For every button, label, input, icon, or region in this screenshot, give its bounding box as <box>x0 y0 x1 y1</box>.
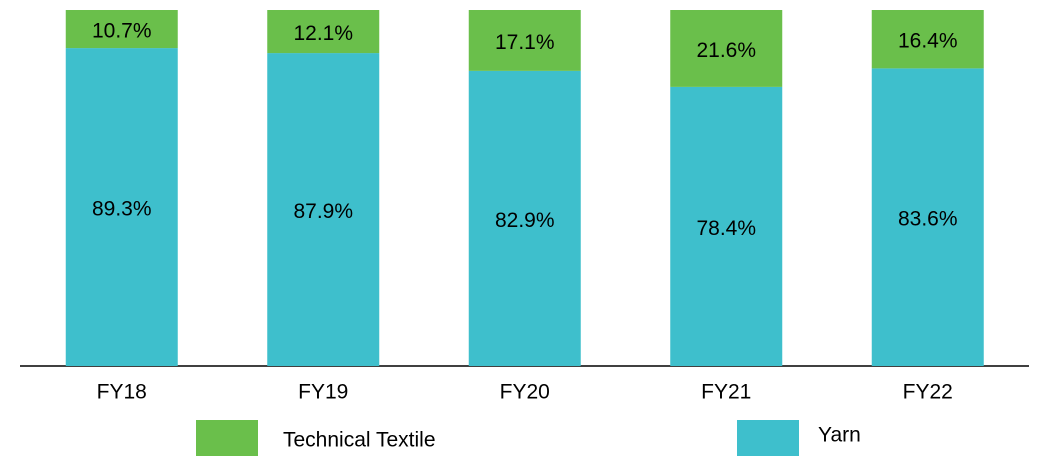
bar-segment <box>267 10 380 54</box>
data-label: 83.6% <box>898 208 958 231</box>
data-label: 78.4% <box>696 217 756 240</box>
bar-segment <box>871 68 984 366</box>
x-tick-label: FY22 <box>903 381 953 404</box>
legend-label: Technical Textile <box>283 429 436 452</box>
data-label: 10.7% <box>92 20 152 43</box>
data-label: 12.1% <box>293 22 353 45</box>
data-label: 16.4% <box>898 30 958 53</box>
x-tick-label: FY18 <box>97 381 147 404</box>
bar-segment <box>65 48 178 366</box>
legend-label: Yarn <box>818 424 861 447</box>
bar-segment <box>670 10 783 87</box>
data-label: 87.9% <box>293 200 353 223</box>
x-tick-label: FY20 <box>500 381 550 404</box>
x-tick-label: FY21 <box>701 381 751 404</box>
data-label: 21.6% <box>696 39 756 62</box>
data-label: 82.9% <box>495 209 555 232</box>
bar-segment <box>871 10 984 69</box>
bar-segment <box>267 53 380 367</box>
data-label: 89.3% <box>92 198 152 221</box>
bar-segment <box>468 70 581 366</box>
x-tick-label: FY19 <box>298 381 348 404</box>
bar-segment <box>670 86 783 367</box>
data-label: 17.1% <box>495 31 555 54</box>
bar-segment <box>65 10 178 49</box>
bar-segment <box>468 10 581 71</box>
legend-swatch <box>196 420 258 456</box>
legend-swatch <box>737 420 799 456</box>
